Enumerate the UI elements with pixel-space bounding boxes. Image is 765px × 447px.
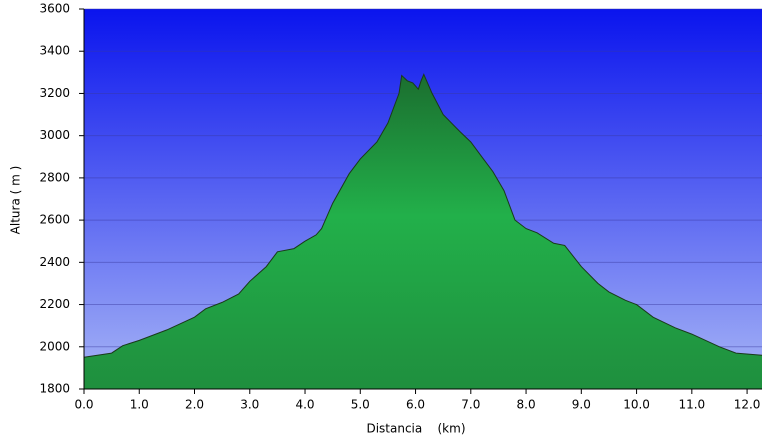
- x-tick-label: 3.0: [240, 398, 259, 412]
- x-tick-label: 9.0: [572, 398, 591, 412]
- y-tick-label: 3200: [39, 86, 70, 100]
- x-tick-label: 6.0: [406, 398, 425, 412]
- profile-line: [83, 73, 763, 358]
- x-tick-label: 11.0: [678, 398, 705, 412]
- y-tick-label: 2800: [39, 170, 70, 184]
- y-axis-title: Altura ( m ): [9, 166, 23, 235]
- y-tick-label: 2400: [39, 255, 70, 269]
- y-tick-label: 1800: [39, 382, 70, 396]
- y-tick-label: 3400: [39, 44, 70, 58]
- x-tick-label: 5.0: [351, 398, 370, 412]
- y-tick-label: 2600: [39, 213, 70, 227]
- marks: [83, 73, 763, 390]
- x-tick-label: 7.0: [461, 398, 480, 412]
- area: [84, 74, 762, 390]
- x-tick-label: 1.0: [130, 398, 149, 412]
- y-tick-label: 3000: [39, 128, 70, 142]
- y-tick-label: 2200: [39, 297, 70, 311]
- x-tick-label: 0.0: [74, 398, 93, 412]
- x-tick-label: 12.0: [734, 398, 761, 412]
- x-tick-label: 4.0: [295, 398, 314, 412]
- x-tick-label: 8.0: [517, 398, 536, 412]
- y-tick-label: 3600: [39, 2, 70, 16]
- x-tick-label: 10.0: [623, 398, 650, 412]
- x-tick-label: 2.0: [185, 398, 204, 412]
- x-axis-title: Distancia (km): [366, 422, 465, 436]
- y-tick-label: 2000: [39, 339, 70, 353]
